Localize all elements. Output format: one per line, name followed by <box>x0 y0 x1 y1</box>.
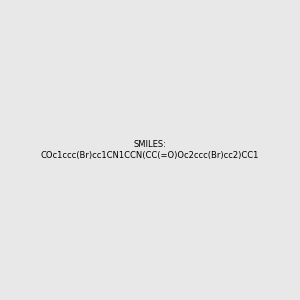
Text: SMILES:
COc1ccc(Br)cc1CN1CCN(CC(=O)Oc2ccc(Br)cc2)CC1: SMILES: COc1ccc(Br)cc1CN1CCN(CC(=O)Oc2cc… <box>41 140 259 160</box>
